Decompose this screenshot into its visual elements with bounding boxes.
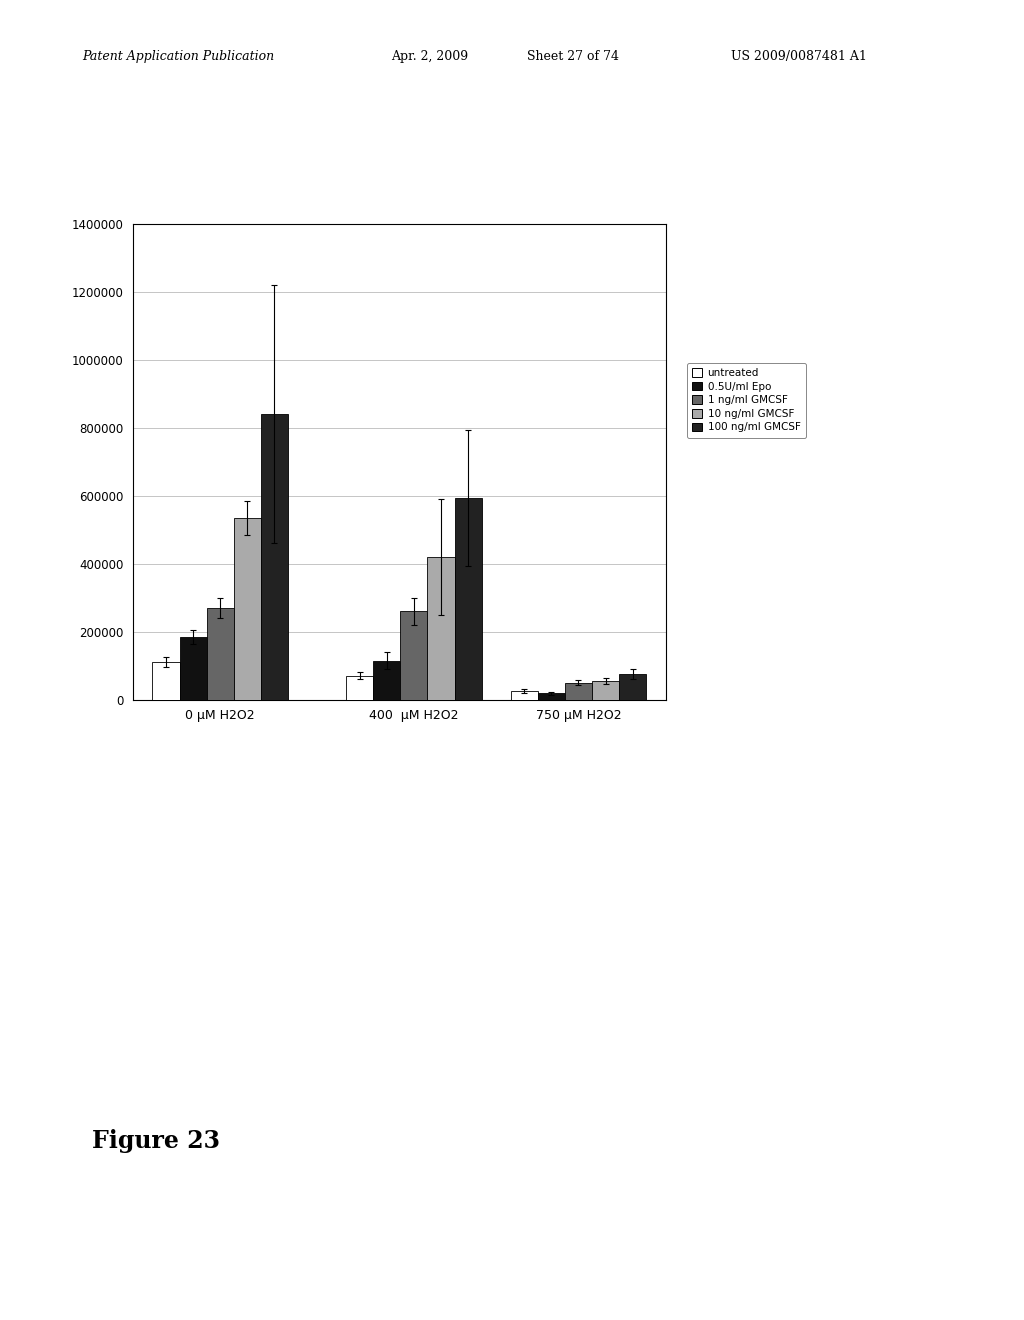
Text: Sheet 27 of 74: Sheet 27 of 74 <box>527 50 620 63</box>
Bar <box>455 498 481 700</box>
Bar <box>207 609 233 700</box>
Legend: untreated, 0.5U/ml Epo, 1 ng/ml GMCSF, 10 ng/ml GMCSF, 100 ng/ml GMCSF: untreated, 0.5U/ml Epo, 1 ng/ml GMCSF, 1… <box>687 363 806 438</box>
Text: Patent Application Publication: Patent Application Publication <box>82 50 274 63</box>
Bar <box>373 660 400 700</box>
Bar <box>592 681 620 700</box>
Bar <box>179 636 207 700</box>
Text: Figure 23: Figure 23 <box>92 1129 220 1152</box>
Bar <box>233 517 261 700</box>
Bar <box>400 611 427 700</box>
Bar <box>427 557 455 700</box>
Bar <box>261 414 288 700</box>
Text: US 2009/0087481 A1: US 2009/0087481 A1 <box>731 50 866 63</box>
Bar <box>565 682 592 700</box>
Bar <box>153 663 179 700</box>
Bar <box>538 693 565 700</box>
Bar <box>511 692 538 700</box>
Text: Apr. 2, 2009: Apr. 2, 2009 <box>391 50 469 63</box>
Bar <box>620 675 646 700</box>
Bar <box>346 676 373 700</box>
